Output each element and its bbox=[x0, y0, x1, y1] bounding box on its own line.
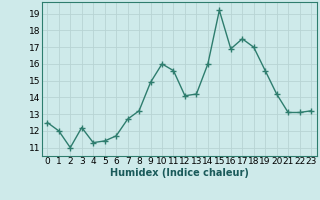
X-axis label: Humidex (Indice chaleur): Humidex (Indice chaleur) bbox=[110, 168, 249, 178]
